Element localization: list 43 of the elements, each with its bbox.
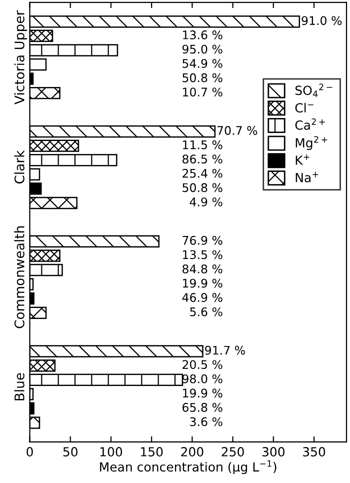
annotation: 54.9 %: [182, 58, 222, 68]
y-tick-label: Commonwealth: [14, 226, 24, 328]
annotation: 98.0 %: [182, 374, 222, 384]
annotation: 50.8 %: [182, 183, 222, 192]
x-tick-label: 0: [26, 447, 33, 456]
x-tick-label: 250: [222, 447, 244, 456]
legend-label: Mg$^{2+}$: [296, 136, 328, 150]
legend-label: K$^{+}$: [296, 154, 310, 165]
x-tick-label: 200: [181, 447, 204, 456]
y-tick-label: Clark: [14, 150, 24, 184]
x-axis-title: Mean concentration (µg L$^{−1}$): [100, 460, 276, 474]
annotation: 25.4 %: [182, 168, 222, 178]
annotation: 91.0 %: [302, 16, 342, 26]
annotation: 5.6 %: [190, 307, 222, 316]
annotation: 46.9 %: [182, 293, 222, 302]
legend-label: Na$^{+}$: [296, 172, 318, 182]
annotation: 84.8 %: [182, 264, 222, 274]
annotation: 11.5 %: [183, 140, 222, 150]
annotation: 13.6 %: [183, 30, 222, 40]
annotation: 95.0 %: [182, 44, 222, 54]
x-tick-label: 150: [141, 447, 163, 456]
annotation: 91.7 %: [205, 346, 245, 355]
x-tick-label: 50: [63, 447, 78, 456]
annotation: 10.7 %: [183, 88, 222, 96]
legend-label: Ca$^{2+}$: [295, 118, 325, 130]
y-tick-label: Blue: [14, 373, 24, 400]
x-tick-label: 300: [262, 447, 285, 456]
annotation: 19.9 %: [183, 278, 222, 288]
annotation: 19.9 %: [183, 388, 222, 398]
legend-label: SO$_{4}$$^{2−}$: [295, 84, 332, 97]
x-tick-label: 100: [100, 447, 122, 456]
annotation: 50.8 %: [182, 73, 222, 82]
x-tick-label: 350: [303, 447, 326, 456]
annotation: 4.9 %: [190, 197, 222, 206]
annotation: 3.6 %: [190, 417, 222, 426]
legend-label: Cl$^{−}$: [295, 102, 314, 113]
annotation: 76.9 %: [182, 236, 222, 245]
annotation: 70.7 %: [217, 126, 258, 135]
annotation: 13.5 %: [183, 250, 222, 260]
annotation: 20.5 %: [182, 360, 222, 369]
y-tick-label: Victoria Upper: [14, 10, 27, 104]
annotation: 86.5 %: [182, 154, 222, 164]
annotation: 65.8 %: [182, 402, 222, 412]
